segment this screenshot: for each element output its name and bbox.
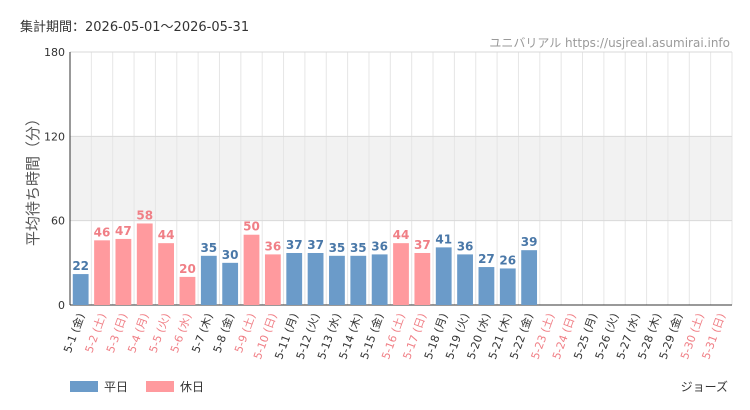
y-tick-label: 60 xyxy=(51,215,65,228)
bar xyxy=(371,254,388,305)
bar-value-label: 37 xyxy=(286,238,303,252)
legend-item-weekday[interactable]: 平日 xyxy=(70,378,128,395)
bar xyxy=(350,255,367,305)
period-label: 集計期間：2026-05-01〜2026-05-31 xyxy=(20,20,250,35)
legend-label-holiday: 休日 xyxy=(180,380,205,394)
bar-value-label: 41 xyxy=(435,232,452,246)
y-axis-title: 平均待ち時間（分） xyxy=(24,111,42,246)
bar-value-label: 47 xyxy=(115,224,132,238)
bar xyxy=(136,223,153,305)
bar-value-label: 36 xyxy=(457,239,474,253)
bar xyxy=(200,255,217,305)
bar xyxy=(393,243,409,305)
bar xyxy=(499,268,516,305)
legend: 平日 休日 xyxy=(70,378,204,395)
y-tick-label: 180 xyxy=(44,46,65,59)
bar xyxy=(307,252,324,305)
source-credit: ユニバリアル https://usjreal.asumirai.info xyxy=(489,36,730,50)
legend-swatch-weekday xyxy=(70,381,98,392)
legend-item-holiday[interactable]: 休日 xyxy=(146,378,204,395)
bar-value-label: 39 xyxy=(521,235,538,249)
bar xyxy=(115,238,132,305)
bar xyxy=(457,254,473,305)
y-tick-label: 120 xyxy=(44,130,65,143)
bar-value-label: 44 xyxy=(393,228,410,242)
bar-value-label: 27 xyxy=(478,252,495,266)
bar xyxy=(94,240,110,305)
attraction-name: ジョーズ xyxy=(680,380,728,394)
bar xyxy=(179,276,196,305)
bar xyxy=(72,274,89,305)
bar-value-label: 58 xyxy=(136,208,153,222)
bar-value-label: 36 xyxy=(265,239,282,253)
bar-value-label: 20 xyxy=(179,262,196,276)
bar-value-label: 44 xyxy=(158,228,175,242)
bar xyxy=(435,247,452,305)
bar-value-label: 26 xyxy=(499,253,516,267)
legend-swatch-holiday xyxy=(146,381,175,392)
bar-value-label: 35 xyxy=(329,241,346,255)
bar-value-label: 35 xyxy=(350,241,367,255)
bar xyxy=(158,243,174,305)
bar-value-label: 37 xyxy=(414,238,431,252)
bar-value-label: 36 xyxy=(371,239,388,253)
shaded-band xyxy=(70,136,732,221)
bar-value-label: 22 xyxy=(72,259,89,273)
bar xyxy=(478,267,495,305)
bar xyxy=(264,254,281,305)
bar-value-label: 35 xyxy=(200,241,217,255)
bar xyxy=(286,252,303,305)
bar xyxy=(243,234,260,305)
bar-value-label: 30 xyxy=(222,248,239,262)
bar xyxy=(329,255,345,305)
bar xyxy=(414,252,431,305)
bar-value-label: 50 xyxy=(243,220,260,234)
bar xyxy=(521,250,538,305)
bar-value-label: 46 xyxy=(94,225,111,239)
bar-value-label: 37 xyxy=(307,238,324,252)
legend-label-weekday: 平日 xyxy=(104,380,129,394)
bar xyxy=(222,262,239,305)
y-tick-label: 0 xyxy=(58,299,65,312)
